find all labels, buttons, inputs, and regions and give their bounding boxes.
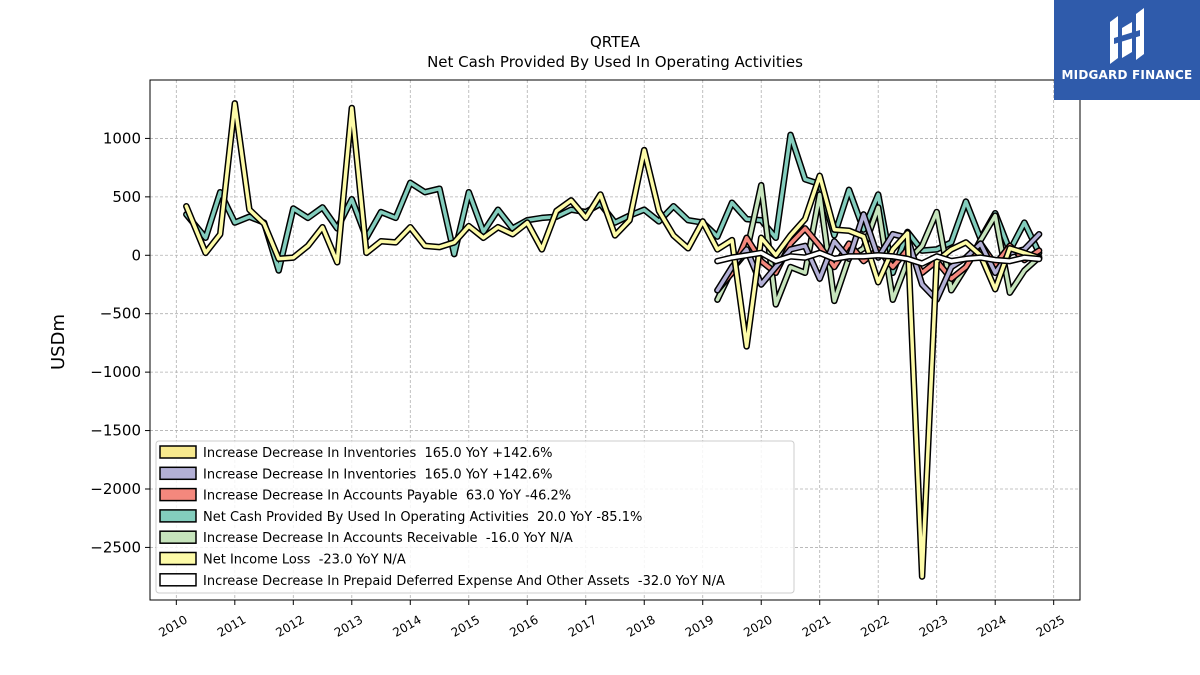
chart-title: QRTEA — [590, 33, 641, 51]
legend-swatch — [159, 445, 197, 459]
legend-swatch — [159, 551, 197, 566]
chart-subtitle: Net Cash Provided By Used In Operating A… — [427, 53, 803, 71]
x-tick-label: 2015 — [449, 612, 482, 639]
y-ticks: 1000 500 0 −500 −1000 −1500 −2000 −2500 — [90, 129, 150, 556]
legend-label: Increase Decrease In Inventories 165.0 Y… — [203, 467, 553, 482]
x-tick-label: 2021 — [800, 612, 833, 639]
x-tick-label: 2016 — [507, 612, 540, 639]
logo-mark-icon — [1110, 8, 1144, 64]
logo-text: MIDGARD FINANCE — [1061, 68, 1193, 82]
series-lines — [183, 100, 1043, 580]
x-tick-label: 2018 — [624, 612, 657, 639]
y-tick-label: −1500 — [90, 422, 141, 440]
legend-swatch — [159, 466, 197, 481]
x-tick-label: 2012 — [273, 612, 306, 639]
y-axis-label: USDm — [48, 314, 69, 370]
x-tick-label: 2025 — [1034, 612, 1067, 639]
x-tick-label: 2017 — [566, 612, 599, 639]
legend-swatch — [159, 573, 197, 587]
legend-swatch — [159, 487, 197, 502]
legend-swatch — [159, 509, 197, 523]
grid — [150, 80, 1080, 600]
legend: Increase Decrease In Inventories 165.0 Y… — [155, 440, 795, 594]
legend-swatch — [159, 530, 197, 544]
y-tick-label: −500 — [100, 305, 141, 323]
legend-label: Increase Decrease In Accounts Payable 63… — [203, 489, 571, 504]
y-tick-label: 1000 — [103, 129, 141, 147]
x-tick-label: 2022 — [858, 612, 891, 639]
x-tick-label: 2020 — [741, 612, 774, 639]
x-tick-label: 2014 — [390, 612, 423, 639]
x-tick-label: 2011 — [215, 612, 248, 639]
x-tick-label: 2023 — [917, 612, 950, 639]
x-tick-label: 2013 — [332, 612, 365, 639]
x-tick-label: 2019 — [683, 612, 716, 639]
legend-label: Net Income Loss -23.0 YoY N/A — [203, 553, 406, 568]
legend-label: Net Cash Provided By Used In Operating A… — [203, 510, 642, 525]
x-tick-label: 2010 — [156, 612, 189, 639]
legend-label: Increase Decrease In Accounts Receivable… — [203, 531, 573, 546]
y-tick-label: 500 — [112, 188, 141, 206]
y-tick-label: −1000 — [90, 363, 141, 381]
y-tick-label: 0 — [131, 246, 141, 264]
legend-label: Increase Decrease In Inventories 165.0 Y… — [203, 446, 553, 461]
y-tick-label: −2500 — [90, 538, 141, 556]
x-ticks: 2010 2011 2012 2013 2014 2015 2016 2017 2018 2019… — [156, 600, 1067, 640]
legend-box — [155, 440, 795, 594]
y-tick-label: −2000 — [90, 480, 141, 498]
plot-frame — [149, 79, 1081, 601]
x-tick-label: 2024 — [975, 612, 1008, 639]
series-line-4 — [715, 183, 1041, 307]
series-line-5 — [184, 101, 1041, 579]
series-line-6 — [715, 251, 1041, 266]
legend-label: Increase Decrease In Prepaid Deferred Ex… — [203, 574, 725, 589]
brand-logo: MIDGARD FINANCE — [1054, 0, 1200, 100]
